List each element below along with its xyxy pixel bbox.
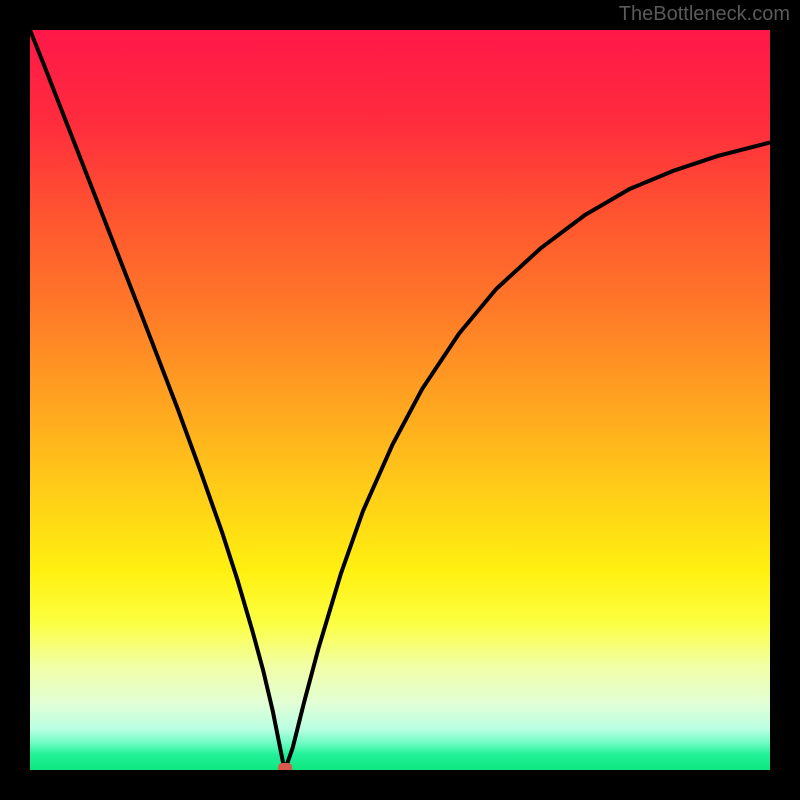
chart-background (30, 30, 770, 770)
optimum-marker (278, 763, 292, 770)
chart-plot-area (30, 30, 770, 770)
watermark-text: TheBottleneck.com (619, 3, 790, 26)
chart-svg (30, 30, 770, 770)
